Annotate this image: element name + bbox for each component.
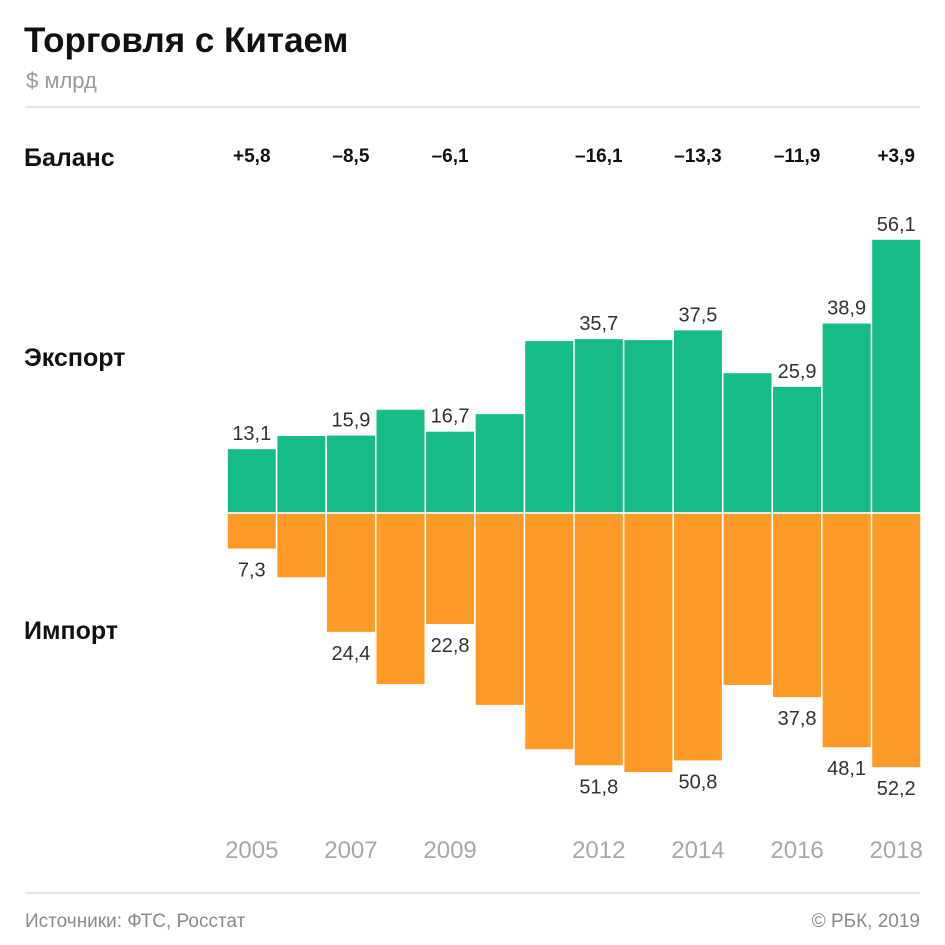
balance-value-2016: –11,9 — [774, 146, 821, 167]
import-bar-2010 — [475, 513, 524, 705]
import-bar-2008 — [376, 513, 425, 684]
import-bar-2016 — [773, 513, 822, 698]
year-tick-label-2018: 2018 — [870, 837, 923, 864]
export-bar-2009 — [426, 431, 475, 513]
import-bar-2011 — [525, 513, 574, 750]
year-tick-label-2005: 2005 — [225, 837, 278, 864]
export-value-label-2014: 37,5 — [678, 304, 717, 326]
export-bar-2017 — [822, 323, 871, 513]
import-row-label: Импорт — [24, 617, 118, 645]
export-row-label: Экспорт — [24, 344, 125, 372]
year-tick-label-2007: 2007 — [324, 837, 377, 864]
balance-value-2005: +5,8 — [233, 146, 271, 167]
import-bar-2014 — [673, 513, 722, 761]
balance-value-2014: –13,3 — [674, 146, 722, 167]
balance-value-2009: –6,1 — [432, 146, 469, 167]
import-bar-2009 — [426, 513, 475, 625]
import-bar-2007 — [326, 513, 375, 632]
year-tick-label-2009: 2009 — [423, 837, 476, 864]
export-bar-2015 — [723, 373, 772, 513]
export-value-label-2012: 35,7 — [579, 313, 618, 335]
export-bar-2008 — [376, 409, 425, 513]
export-bar-2016 — [773, 386, 822, 513]
export-value-label-2018: 56,1 — [877, 214, 916, 236]
export-bar-2014 — [673, 330, 722, 513]
import-bar-2012 — [574, 513, 623, 766]
import-bar-2017 — [822, 513, 871, 748]
import-value-label-2014: 50,8 — [678, 771, 717, 793]
import-bar-2013 — [624, 513, 673, 773]
year-tick-label-2014: 2014 — [671, 837, 724, 864]
import-value-label-2009: 22,8 — [431, 635, 470, 657]
source-note: Источники: ФТС, Росстат — [25, 911, 246, 932]
chart-marks: 13,1 7,3 2005 15,9 24,4 2007 16,7 22,8 2009 35,7 5… — [225, 146, 923, 864]
export-bar-2013 — [624, 340, 673, 513]
import-value-label-2007: 24,4 — [331, 643, 370, 665]
export-bar-2005 — [227, 449, 276, 513]
import-bar-2006 — [277, 513, 326, 578]
export-value-label-2005: 13,1 — [232, 423, 271, 445]
year-tick-label-2012: 2012 — [572, 837, 625, 864]
balance-value-2007: –8,5 — [332, 146, 369, 167]
import-value-label-2005: 7,3 — [238, 560, 266, 582]
export-bar-2011 — [525, 341, 574, 513]
year-tick-label-2016: 2016 — [770, 837, 823, 864]
balance-value-2012: –16,1 — [575, 146, 623, 167]
import-value-label-2017: 48,1 — [827, 758, 866, 780]
export-bar-2018 — [872, 239, 921, 513]
balance-row-label: Баланс — [24, 144, 115, 172]
chart-title: Торговля с Китаем — [24, 21, 348, 60]
export-value-label-2007: 15,9 — [331, 410, 370, 432]
export-value-label-2017: 38,9 — [827, 298, 866, 320]
import-bar-2015 — [723, 513, 772, 685]
import-value-label-2016: 37,8 — [778, 708, 817, 730]
chart-subtitle: $ млрд — [26, 68, 97, 93]
export-bar-2010 — [475, 414, 524, 513]
export-value-label-2016: 25,9 — [778, 361, 817, 383]
export-bar-2007 — [326, 435, 375, 513]
import-bar-2005 — [227, 513, 276, 549]
import-value-label-2018: 52,2 — [877, 778, 916, 800]
copyright: © РБК, 2019 — [812, 911, 920, 932]
export-value-label-2009: 16,7 — [431, 406, 470, 428]
export-bar-2012 — [574, 339, 623, 513]
import-bar-2018 — [872, 513, 921, 768]
export-bar-2006 — [277, 436, 326, 513]
import-value-label-2012: 51,8 — [579, 776, 618, 798]
balance-value-2018: +3,9 — [877, 146, 915, 167]
